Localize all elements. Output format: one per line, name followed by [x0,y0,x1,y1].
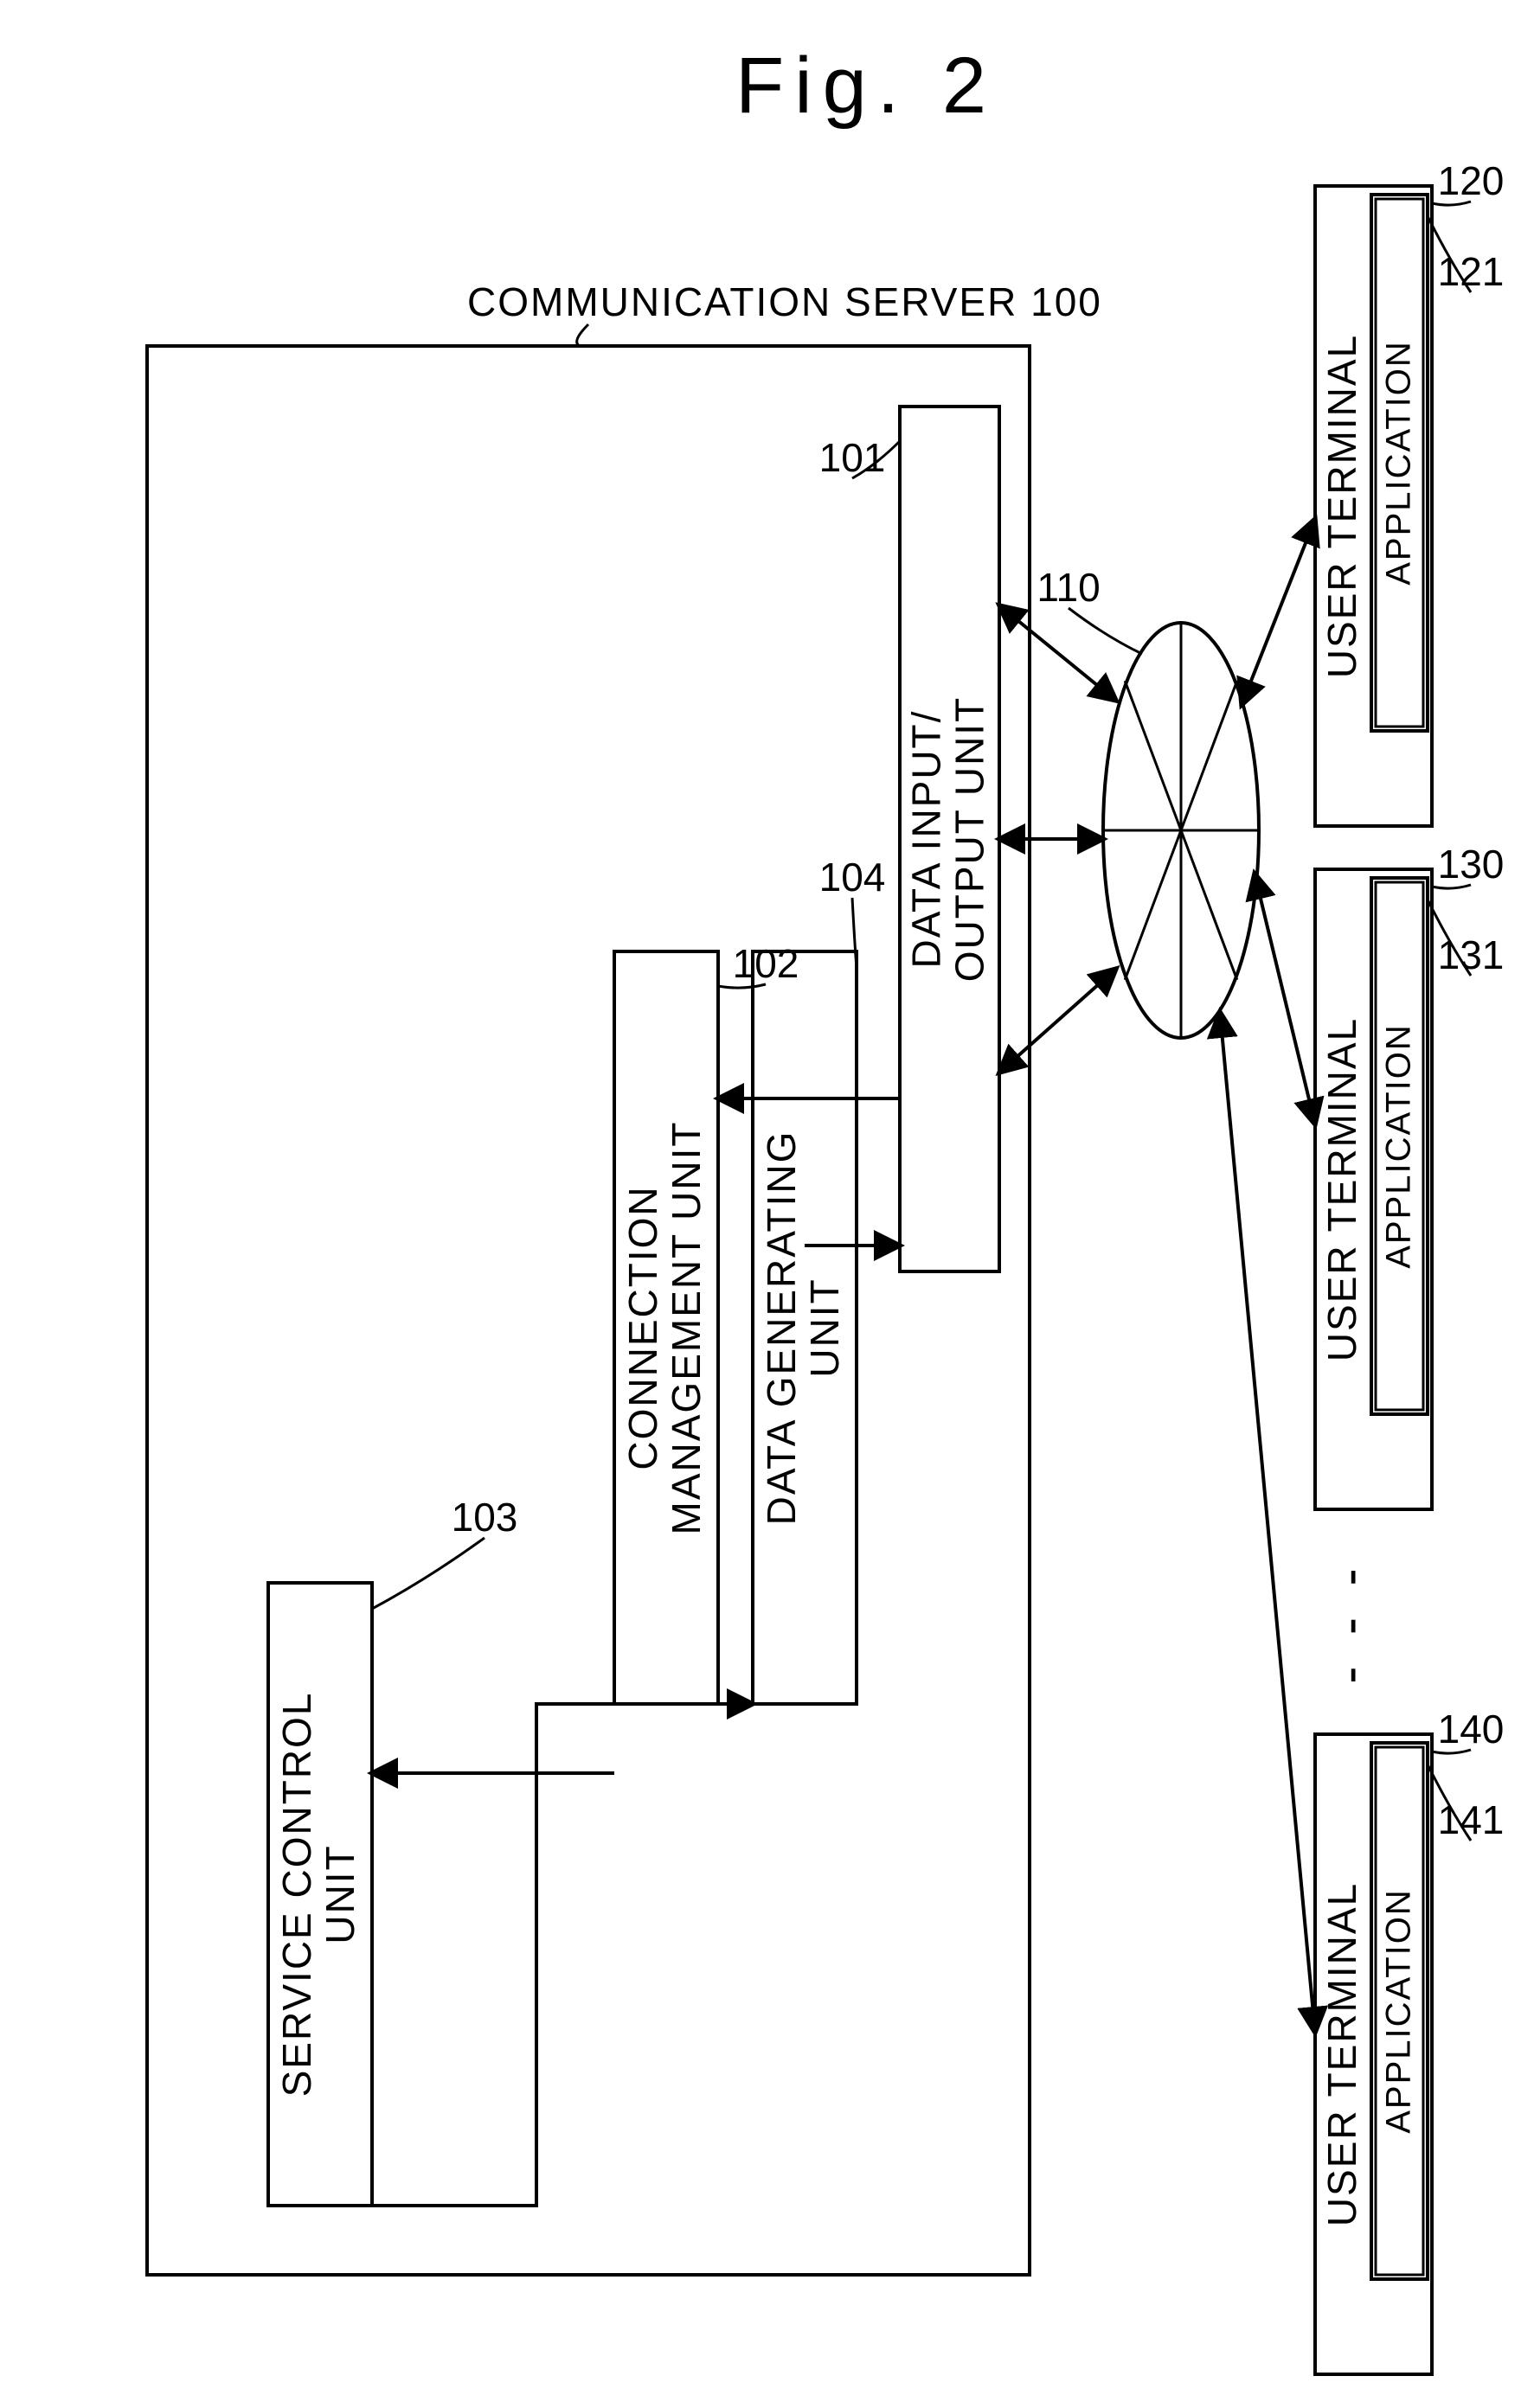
svg-text:OUTPUT UNIT: OUTPUT UNIT [947,696,992,982]
svg-text:USER TERMINAL: USER TERMINAL [1319,1882,1364,2226]
svg-text:140: 140 [1438,1707,1505,1752]
svg-text:APPLICATION: APPLICATION [1380,1023,1418,1269]
svg-text:130: 130 [1438,842,1505,887]
svg-text:102: 102 [733,941,799,986]
svg-text:CONNECTION: CONNECTION [620,1185,665,1470]
svg-text:120: 120 [1438,158,1505,203]
svg-text:103: 103 [452,1495,518,1540]
svg-text:APPLICATION: APPLICATION [1380,1888,1418,2134]
svg-text:DATA GENERATING: DATA GENERATING [759,1130,804,1526]
svg-text:DATA INPUT/: DATA INPUT/ [904,710,949,969]
svg-text:SERVICE CONTROL: SERVICE CONTROL [274,1692,319,2097]
svg-text:USER TERMINAL: USER TERMINAL [1319,1017,1364,1361]
svg-text:COMMUNICATION SERVER 100: COMMUNICATION SERVER 100 [467,279,1102,324]
svg-text:101: 101 [819,435,886,480]
svg-text:- - -: - - - [1320,1559,1378,1683]
svg-text:APPLICATION: APPLICATION [1380,340,1418,586]
svg-text:MANAGEMENT UNIT: MANAGEMENT UNIT [664,1121,709,1535]
svg-text:UNIT: UNIT [802,1278,847,1377]
svg-text:104: 104 [819,855,886,900]
svg-text:Fig. 2: Fig. 2 [735,42,997,130]
svg-text:UNIT: UNIT [318,1844,363,1944]
svg-text:110: 110 [1037,565,1100,610]
svg-text:USER TERMINAL: USER TERMINAL [1319,334,1364,678]
